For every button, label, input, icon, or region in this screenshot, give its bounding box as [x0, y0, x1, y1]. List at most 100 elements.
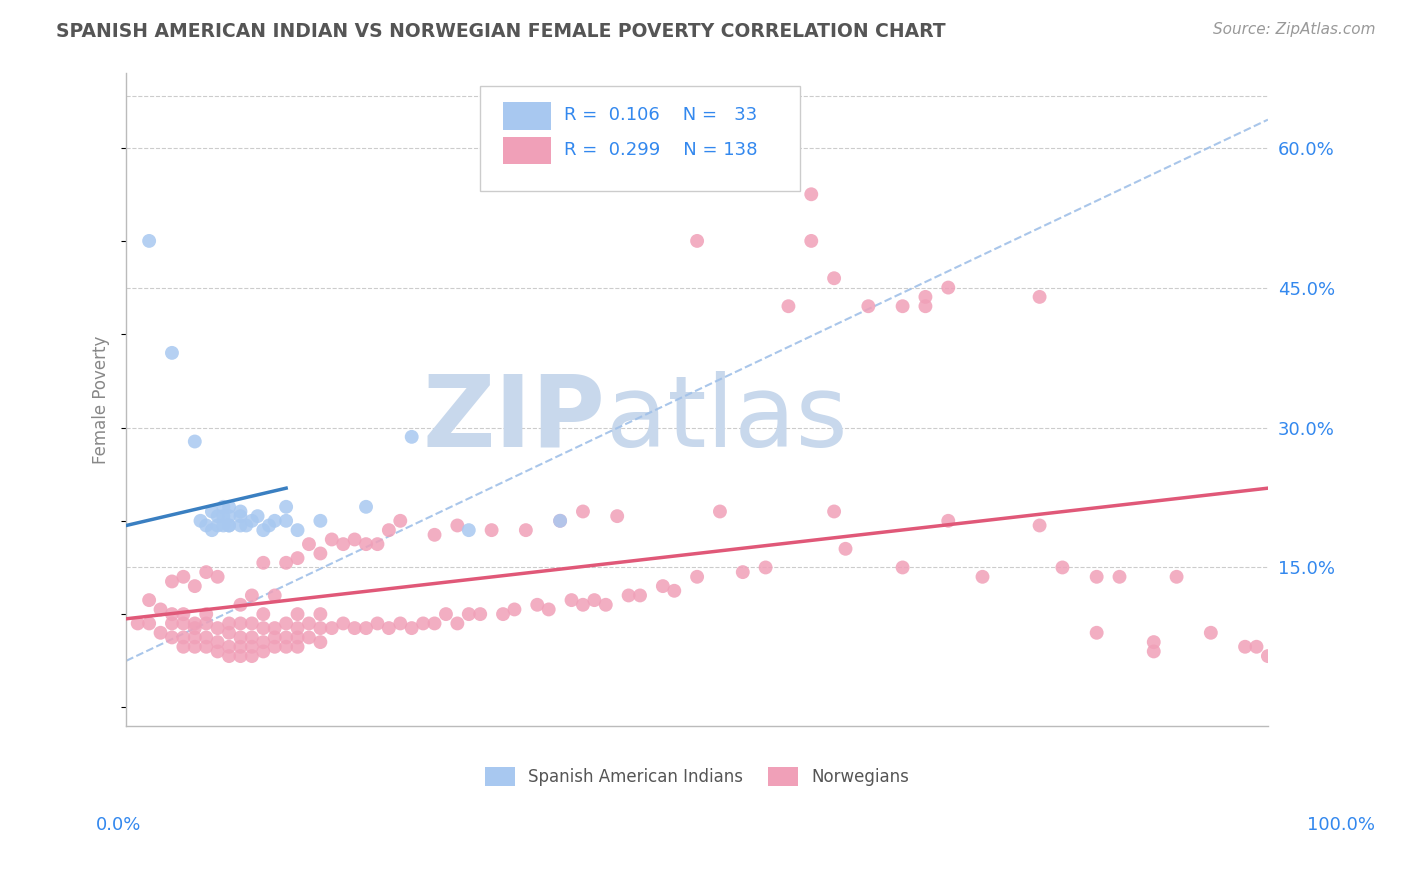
Point	[1052, 560, 1074, 574]
Point	[709, 504, 731, 518]
Point	[366, 537, 388, 551]
Point	[160, 631, 183, 645]
Point	[1257, 649, 1279, 664]
Point	[366, 616, 388, 631]
Point	[343, 621, 366, 635]
Point	[287, 621, 309, 635]
Point	[195, 631, 218, 645]
Point	[309, 635, 332, 649]
Point	[207, 621, 229, 635]
Point	[401, 430, 423, 444]
Text: Source: ZipAtlas.com: Source: ZipAtlas.com	[1212, 22, 1375, 37]
Point	[195, 518, 218, 533]
Point	[263, 514, 285, 528]
Point	[160, 346, 183, 360]
Point	[172, 616, 194, 631]
Text: R =  0.299    N = 138: R = 0.299 N = 138	[564, 141, 756, 159]
Point	[470, 607, 492, 621]
Point	[412, 616, 434, 631]
Point	[287, 631, 309, 645]
Point	[201, 523, 224, 537]
Point	[195, 607, 218, 621]
Point	[218, 625, 240, 640]
Point	[257, 518, 280, 533]
Point	[218, 640, 240, 654]
Point	[1234, 640, 1257, 654]
Point	[172, 631, 194, 645]
Point	[378, 621, 401, 635]
Point	[583, 593, 606, 607]
Point	[240, 616, 263, 631]
FancyBboxPatch shape	[481, 86, 800, 191]
Point	[606, 509, 628, 524]
Point	[378, 523, 401, 537]
Point	[276, 640, 298, 654]
Point	[914, 290, 936, 304]
Point	[240, 514, 263, 528]
Point	[149, 602, 172, 616]
Point	[149, 625, 172, 640]
Point	[457, 523, 479, 537]
Point	[1085, 570, 1108, 584]
Point	[276, 514, 298, 528]
Point	[287, 607, 309, 621]
Bar	[503, 137, 551, 164]
Point	[537, 602, 560, 616]
Point	[172, 607, 194, 621]
Point	[207, 644, 229, 658]
Point	[309, 621, 332, 635]
Point	[321, 621, 343, 635]
Point	[664, 583, 686, 598]
Point	[287, 640, 309, 654]
Text: 0.0%: 0.0%	[96, 816, 141, 834]
Point	[1199, 625, 1222, 640]
Point	[212, 518, 235, 533]
Point	[858, 299, 880, 313]
Point	[423, 528, 446, 542]
Point	[1166, 570, 1188, 584]
Point	[263, 621, 285, 635]
Point	[914, 299, 936, 313]
Point	[936, 280, 959, 294]
Point	[800, 234, 823, 248]
Point	[195, 640, 218, 654]
Point	[172, 640, 194, 654]
Point	[252, 644, 274, 658]
Point	[229, 509, 252, 524]
Point	[207, 509, 229, 524]
Point	[212, 509, 235, 524]
Point	[332, 616, 354, 631]
Point	[240, 631, 263, 645]
Point	[560, 593, 582, 607]
Point	[218, 500, 240, 514]
Point	[235, 518, 257, 533]
Point	[229, 649, 252, 664]
Point	[354, 621, 377, 635]
Bar	[503, 103, 551, 130]
Text: ZIP: ZIP	[423, 370, 606, 467]
Point	[936, 514, 959, 528]
Point	[218, 509, 240, 524]
Point	[190, 514, 212, 528]
Point	[1143, 635, 1166, 649]
Point	[298, 537, 321, 551]
Point	[207, 570, 229, 584]
Point	[246, 509, 269, 524]
Point	[503, 602, 526, 616]
Point	[389, 616, 412, 631]
Point	[184, 434, 207, 449]
Point	[492, 607, 515, 621]
Text: atlas: atlas	[606, 370, 848, 467]
Point	[195, 616, 218, 631]
Point	[572, 504, 595, 518]
Point	[252, 556, 274, 570]
Point	[686, 234, 709, 248]
Point	[160, 616, 183, 631]
Point	[309, 607, 332, 621]
Point	[423, 616, 446, 631]
Point	[138, 593, 160, 607]
Point	[401, 621, 423, 635]
Point	[184, 621, 207, 635]
Point	[389, 514, 412, 528]
Point	[298, 631, 321, 645]
